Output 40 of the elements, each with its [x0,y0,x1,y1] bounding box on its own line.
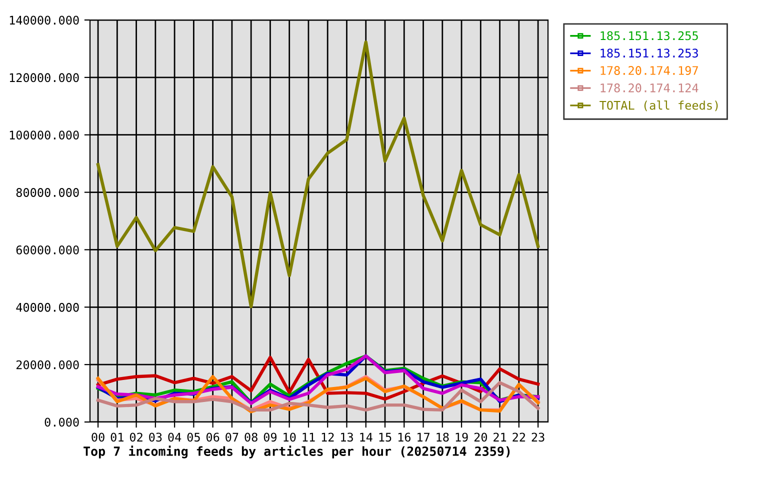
legend-label: 185.151.13.253 [600,48,698,58]
x-tick-label: 05 [187,432,200,442]
x-tick-label: 03 [149,432,162,442]
x-tick-label: 09 [264,432,277,442]
x-tick-label: 19 [456,432,468,442]
legend-label: 178.20.174.197 [600,66,698,75]
text: Top 7 incoming feeds by articles per hour (20250714 2359) [84,446,510,458]
y-tick-label: 120000.000 [10,73,79,82]
y-tick-label: 80000.000 [16,188,79,197]
legend-label: 178.20.174.124 [600,83,698,92]
x-tick-label: 11 [302,432,315,442]
y-tick-label: 0.000 [44,418,79,427]
line-series [96,40,540,308]
x-tick-label: 08 [244,432,258,442]
x-tick-label: 10 [284,432,296,442]
x-tick-label: 23 [532,432,544,442]
x-tick-label: 01 [110,432,124,442]
y-tick-label: 40000.000 [16,302,79,312]
legend-label: 185.151.13.255 [600,31,698,40]
x-tick-label: 17 [418,432,430,442]
y-tick-label: 100000.000 [10,130,79,140]
legend-label: TOTAL (all feeds) [600,100,718,112]
y-tick-label: 140000.000 [10,16,79,25]
x-tick-label: 21 [494,432,506,442]
line-series [96,381,540,412]
x-tick-label: 16 [398,432,410,442]
x-tick-label: 06 [206,432,220,442]
x-tick-label: 20 [474,432,487,442]
x-tick-label: 15 [379,432,392,442]
x-tick-label: 04 [168,432,182,442]
x-tick-label: 02 [130,432,142,442]
y-tick-label: 20000.000 [16,360,79,370]
x-tick-label: 18 [436,432,449,442]
y-tick-label: 60000.000 [16,245,79,254]
x-tick-label: 22 [512,432,526,442]
x-tick-label: 14 [360,432,372,442]
x-tick-label: 07 [226,432,238,442]
x-tick-label: 13 [341,432,353,442]
x-tick-label: 12 [322,432,334,442]
x-tick-label: 00 [92,432,104,442]
